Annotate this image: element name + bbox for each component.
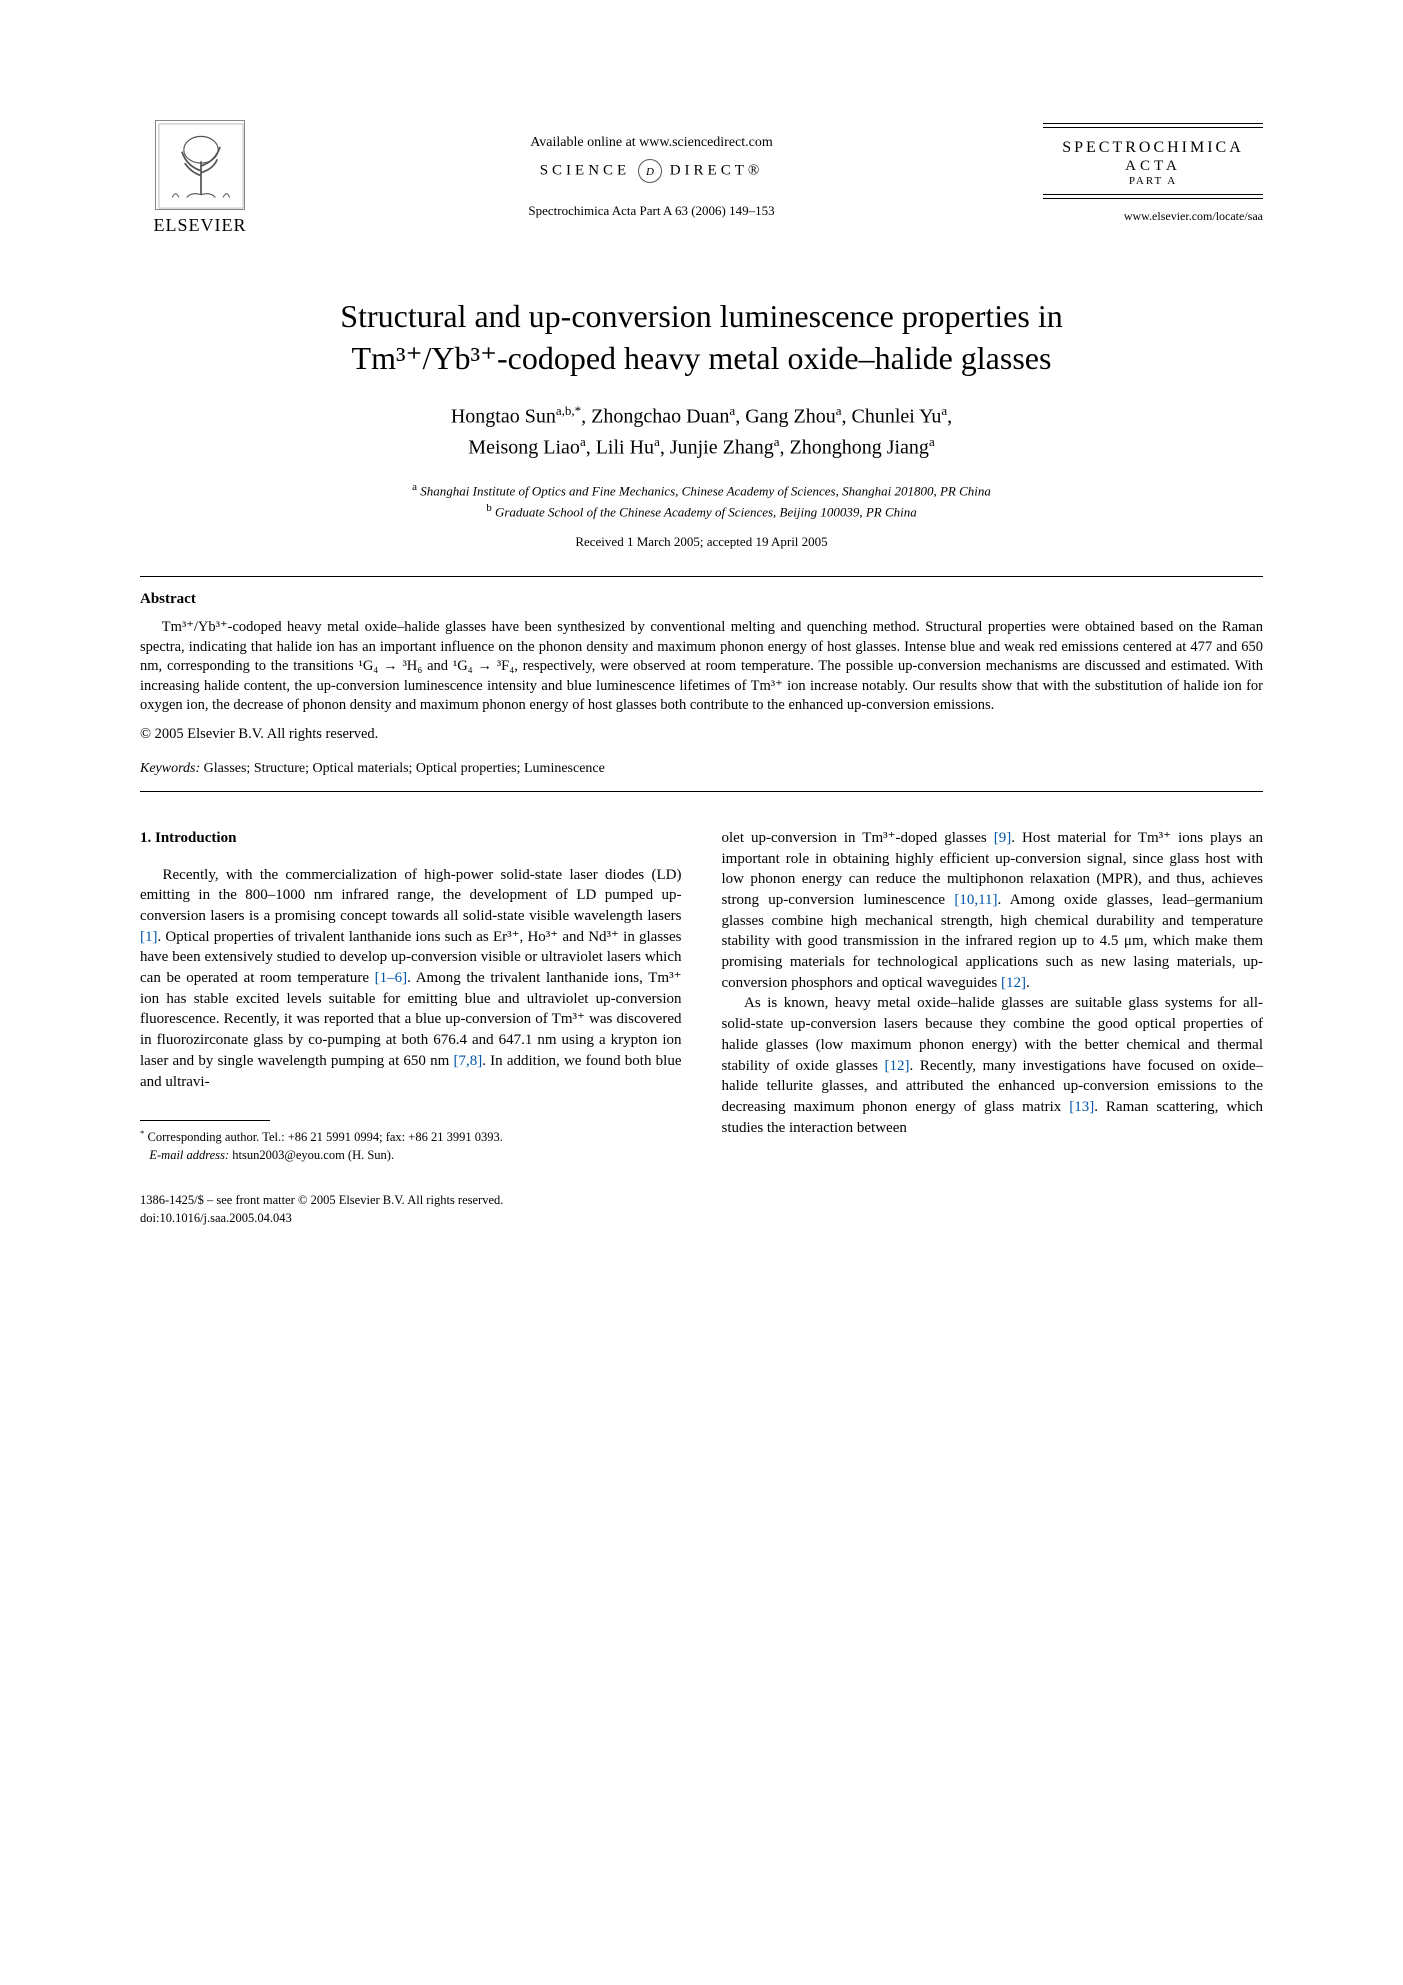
journal-part: PART A <box>1043 175 1263 191</box>
journal-url: www.elsevier.com/locate/saa <box>1043 209 1263 224</box>
elsevier-tree-logo <box>155 120 245 210</box>
title-line2: Tm³⁺/Yb³⁺-codoped heavy metal oxide–hali… <box>352 340 1052 376</box>
corresponding-footnote: * Corresponding author. Tel.: +86 21 599… <box>140 1127 682 1164</box>
journal-name-line2: ACTA <box>1043 158 1263 175</box>
sd-swoosh-icon: d <box>638 159 662 183</box>
front-matter-meta: 1386-1425/$ – see front matter © 2005 El… <box>140 1192 682 1227</box>
author-1-aff: a,b, <box>556 403 575 418</box>
rule-above-abstract <box>140 576 1263 577</box>
journal-cover-box: SPECTROCHIMICA ACTA PART A www.elsevier.… <box>1043 120 1263 224</box>
issn-line: 1386-1425/$ – see front matter © 2005 El… <box>140 1192 682 1210</box>
email-label: E-mail address: <box>149 1148 232 1162</box>
intro-text-2a: olet up-conversion in Tm³⁺-doped glasses <box>722 830 994 846</box>
ref-link-10-11[interactable]: [10,11] <box>954 892 997 908</box>
journal-name-line1: SPECTROCHIMICA <box>1043 131 1263 158</box>
ref-link-9[interactable]: [9] <box>994 830 1012 846</box>
abstract-heading: Abstract <box>140 591 1263 608</box>
affiliation-a: Shanghai Institute of Optics and Fine Me… <box>417 483 991 498</box>
footnote-rule <box>140 1120 270 1121</box>
ref-link-12a[interactable]: [12] <box>1001 975 1026 991</box>
right-column: olet up-conversion in Tm³⁺-doped glasses… <box>722 828 1264 1227</box>
ref-link-12b[interactable]: [12] <box>885 1058 910 1074</box>
body-columns: 1. Introduction Recently, with the comme… <box>140 828 1263 1227</box>
ref-link-7-8[interactable]: [7,8] <box>453 1053 482 1069</box>
ref-link-1[interactable]: [1] <box>140 929 158 945</box>
author-6: , Lili Hu <box>586 437 654 459</box>
sd-right: DIRECT® <box>670 162 764 178</box>
title-line1: Structural and up-conversion luminescenc… <box>340 298 1062 334</box>
author-2: , Zhongchao Duan <box>581 406 729 428</box>
copyright-line: © 2005 Elsevier B.V. All rights reserved… <box>140 726 1263 743</box>
author-1: Hongtao Sun <box>451 406 556 428</box>
publisher-block: ELSEVIER <box>140 120 260 236</box>
email-value: htsun2003@eyou.com (H. Sun). <box>232 1148 394 1162</box>
keywords-values: Glasses; Structure; Optical materials; O… <box>204 761 605 776</box>
affiliations: a Shanghai Institute of Optics and Fine … <box>140 479 1263 523</box>
section-1-heading: 1. Introduction <box>140 828 682 849</box>
intro-paragraph-1-cont: olet up-conversion in Tm³⁺-doped glasses… <box>722 828 1264 994</box>
intro-text-1a: Recently, with the commercialization of … <box>140 867 682 924</box>
citation-line: Spectrochimica Acta Part A 63 (2006) 149… <box>260 203 1043 219</box>
sd-left: SCIENCE <box>540 162 631 178</box>
center-header: Available online at www.sciencedirect.co… <box>260 120 1043 219</box>
author-8-aff: a <box>929 434 935 449</box>
publisher-name: ELSEVIER <box>140 215 260 236</box>
author-list: Hongtao Suna,b,*, Zhongchao Duana, Gang … <box>140 401 1263 462</box>
intro-paragraph-1: Recently, with the commercialization of … <box>140 865 682 1093</box>
author-3: , Gang Zhou <box>735 406 836 428</box>
ref-link-1-6[interactable]: [1–6] <box>375 970 408 986</box>
keywords-line: Keywords: Glasses; Structure; Optical ma… <box>140 761 1263 777</box>
left-column: 1. Introduction Recently, with the comme… <box>140 828 682 1227</box>
header-band: ELSEVIER Available online at www.science… <box>140 120 1263 236</box>
ref-link-13[interactable]: [13] <box>1069 1099 1094 1115</box>
article-title: Structural and up-conversion luminescenc… <box>140 296 1263 379</box>
rule-below-keywords <box>140 791 1263 792</box>
article-dates: Received 1 March 2005; accepted 19 April… <box>140 534 1263 550</box>
footnote-text: Corresponding author. Tel.: +86 21 5991 … <box>144 1130 502 1144</box>
science-direct-logo: SCIENCE d DIRECT® <box>260 159 1043 183</box>
available-online-text: Available online at www.sciencedirect.co… <box>260 135 1043 151</box>
author-4-aff: a <box>941 403 947 418</box>
intro-paragraph-2: As is known, heavy metal oxide–halide gl… <box>722 993 1264 1138</box>
abstract-body: Tm³⁺/Yb³⁺-codoped heavy metal oxide–hali… <box>140 619 1263 713</box>
keywords-label: Keywords: <box>140 761 204 776</box>
author-8: , Zhonghong Jiang <box>780 437 929 459</box>
author-7: , Junjie Zhang <box>660 437 774 459</box>
intro-text-2d: . <box>1026 975 1030 991</box>
author-5: Meisong Liao <box>468 437 580 459</box>
doi-line: doi:10.1016/j.saa.2005.04.043 <box>140 1210 682 1228</box>
author-4: , Chunlei Yu <box>842 406 942 428</box>
abstract-text: Tm³⁺/Yb³⁺-codoped heavy metal oxide–hali… <box>140 618 1263 716</box>
affiliation-b: Graduate School of the Chinese Academy o… <box>492 505 917 520</box>
